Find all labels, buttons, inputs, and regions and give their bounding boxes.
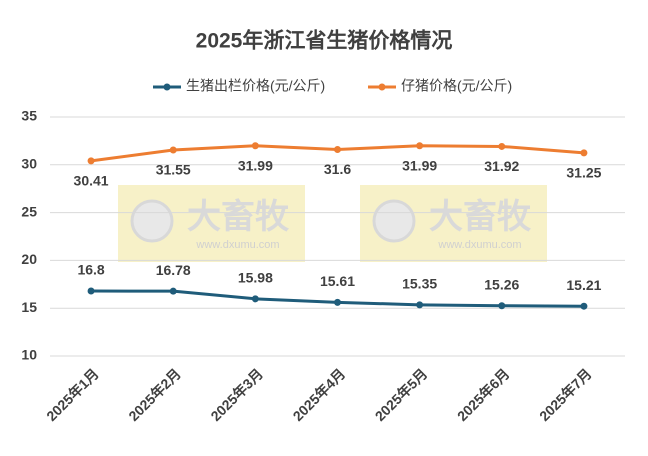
point [416,301,424,309]
point [498,302,506,310]
watermark-text: 大畜牧 [429,197,532,236]
watermark-url: www.dxumu.com [195,239,279,251]
data-label: 31.99 [402,157,437,173]
data-label: 31.99 [238,157,273,173]
y-tick-label: 25 [21,203,37,219]
data-label: 30.41 [74,173,109,189]
x-tick-label: 2025年1月 [43,365,102,424]
data-label: 15.35 [402,276,437,292]
point [580,302,588,310]
x-tick-label: 2025年6月 [454,365,513,424]
point [251,295,259,303]
point [334,298,341,306]
point [169,146,177,154]
x-tick-label: 2025年2月 [125,365,184,424]
y-tick-label: 35 [21,108,37,124]
point [169,287,177,295]
point [87,157,95,165]
point [87,287,95,295]
data-label: 16.78 [156,262,191,278]
data-label: 15.26 [484,276,519,292]
x-tick-label: 2025年3月 [207,365,266,424]
chart-title: 2025年浙江省生猪价格情况 [196,29,453,53]
point [498,142,506,150]
watermark-url: www.dxumu.com [437,239,521,251]
data-label: 15.61 [320,273,355,289]
data-label: 31.25 [566,165,601,181]
x-tick-label: 2025年7月 [536,365,595,424]
watermark-logo [372,199,416,243]
data-label: 31.92 [484,158,519,174]
point [416,142,424,150]
legend-label: 仔猪价格(元/公斤) [401,78,512,94]
y-tick-label: 20 [21,251,37,267]
data-label: 15.98 [238,270,273,286]
y-tick-label: 15 [21,299,37,315]
x-tick-label: 2025年4月 [290,365,349,424]
legend-marker [378,83,386,91]
point [251,142,259,150]
data-label: 15.21 [566,277,601,293]
data-label: 31.55 [156,162,191,178]
watermark-text: 大畜牧 [187,197,290,236]
legend-marker [163,83,171,91]
y-tick-label: 30 [21,156,37,172]
point [580,149,588,157]
legend-label: 生猪出栏价格(元/公斤) [186,78,325,94]
point [334,146,341,154]
y-tick-label: 10 [21,347,37,363]
data-label: 31.6 [324,161,351,177]
data-label: 16.8 [77,262,104,278]
watermark-logo [130,199,174,243]
x-tick-label: 2025年5月 [372,365,431,424]
